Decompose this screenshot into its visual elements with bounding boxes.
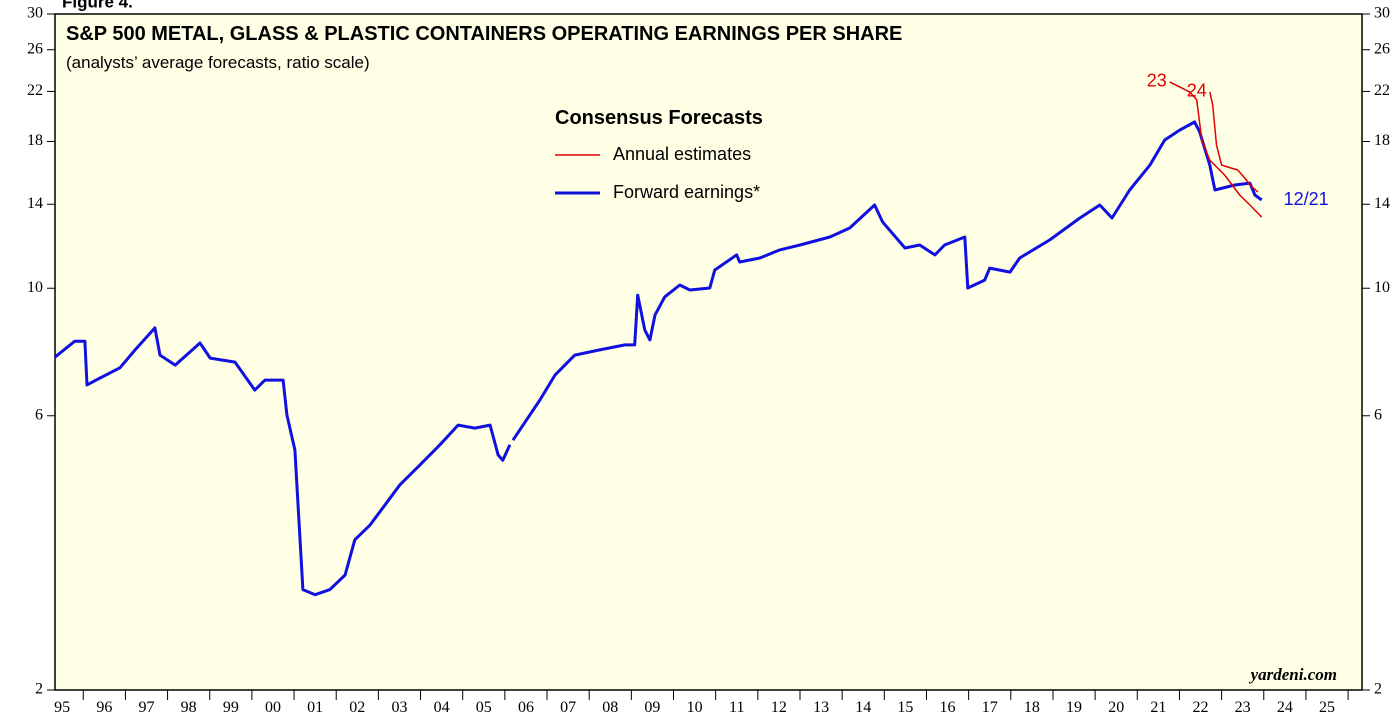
y2-tick-label: 6: [1374, 406, 1382, 423]
x-tick-label: 99: [223, 699, 239, 716]
x-tick-label: 20: [1108, 699, 1124, 716]
x-tick-label: 11: [729, 699, 744, 716]
x-tick-label: 98: [181, 699, 197, 716]
x-tick-label: 09: [644, 699, 660, 716]
end-label: 12/21: [1284, 189, 1329, 209]
y2-tick-label: 30: [1374, 5, 1390, 22]
x-tick-label: 14: [855, 699, 871, 716]
x-tick-label: 97: [138, 699, 154, 716]
x-tick-label: 07: [560, 699, 576, 716]
x-tick-label: 13: [813, 699, 829, 716]
series-label: 23: [1147, 71, 1167, 91]
x-tick-label: 15: [897, 699, 913, 716]
legend-label: Forward earnings*: [613, 182, 760, 202]
y-tick-label: 6: [35, 406, 43, 423]
x-tick-label: 10: [687, 699, 703, 716]
legend-title: Consensus Forecasts: [555, 107, 763, 129]
x-tick-label: 03: [391, 699, 407, 716]
x-tick-label: 00: [265, 699, 281, 716]
y2-tick-label: 22: [1374, 82, 1390, 99]
x-tick-label: 95: [54, 699, 70, 716]
series-line: [54, 120, 1263, 597]
legend-label: Annual estimates: [613, 144, 751, 164]
series-line: [1209, 91, 1259, 193]
series-label: 24: [1187, 81, 1207, 101]
x-tick-label: 19: [1066, 699, 1082, 716]
y-tick-label: 2: [35, 681, 43, 698]
chart-title: S&P 500 METAL, GLASS & PLASTIC CONTAINER…: [66, 23, 902, 45]
x-tick-label: 18: [1024, 699, 1040, 716]
y-tick-label: 22: [27, 82, 43, 99]
x-tick-label: 96: [96, 699, 112, 716]
x-tick-label: 12: [771, 699, 787, 716]
x-tick-label: 24: [1277, 699, 1293, 716]
y2-tick-label: 14: [1374, 195, 1390, 212]
x-tick-label: 05: [476, 699, 492, 716]
series-line: [1169, 81, 1263, 218]
y-tick-label: 10: [27, 279, 43, 296]
x-tick-label: 01: [307, 699, 323, 716]
x-tick-label: 25: [1319, 699, 1335, 716]
x-tick-label: 02: [349, 699, 365, 716]
x-tick-label: 22: [1193, 699, 1209, 716]
x-tick-label: 17: [982, 699, 998, 716]
x-tick-label: 08: [602, 699, 618, 716]
y2-tick-label: 18: [1374, 132, 1390, 149]
y2-tick-label: 2: [1374, 681, 1382, 698]
x-tick-label: 23: [1235, 699, 1251, 716]
y-tick-label: 26: [27, 40, 43, 57]
y2-tick-label: 10: [1374, 279, 1390, 296]
figure-label: Figure 4.: [62, 0, 133, 11]
x-tick-label: 16: [940, 699, 956, 716]
watermark: yardeni.com: [1249, 665, 1337, 684]
chart-subtitle: (analysts’ average forecasts, ratio scal…: [66, 53, 370, 72]
y2-tick-label: 26: [1374, 40, 1390, 57]
plot-area: [54, 13, 1363, 691]
y-tick-label: 14: [27, 195, 43, 212]
x-tick-label: 04: [434, 699, 450, 716]
x-tick-label: 06: [518, 699, 534, 716]
y-tick-label: 30: [27, 5, 43, 22]
x-tick-label: 21: [1150, 699, 1166, 716]
y-tick-label: 18: [27, 132, 43, 149]
